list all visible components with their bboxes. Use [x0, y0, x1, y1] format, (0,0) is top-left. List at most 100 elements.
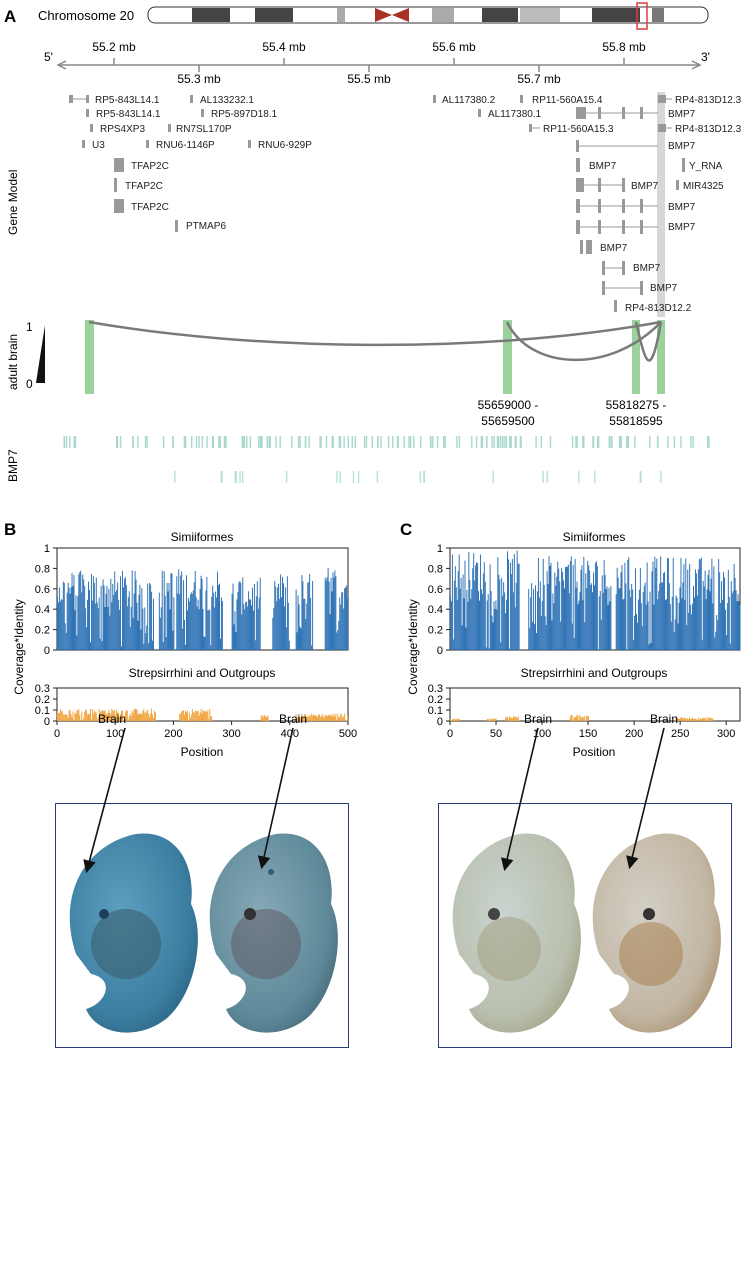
gene-label: U3	[92, 140, 105, 151]
bar	[547, 571, 548, 650]
bar	[58, 602, 59, 650]
bar	[467, 602, 468, 650]
bar	[483, 574, 484, 650]
x-tick-label: 200	[164, 728, 182, 740]
bar	[494, 609, 495, 650]
track-tick	[64, 436, 65, 448]
chromosome-label: Chromosome 20	[38, 8, 134, 23]
bar	[89, 590, 90, 650]
track-tick	[117, 436, 118, 448]
bar	[208, 610, 209, 650]
bar	[235, 611, 236, 650]
bar	[192, 709, 193, 721]
bar	[183, 710, 184, 721]
bar	[330, 716, 331, 721]
bar	[177, 593, 178, 650]
bar	[579, 592, 580, 650]
bar	[594, 585, 595, 650]
bar	[61, 711, 62, 721]
bar	[113, 595, 114, 650]
bar	[675, 619, 676, 650]
bar	[134, 594, 135, 650]
bar	[489, 648, 490, 650]
panel-b-ylabel: Coverage*Identity	[12, 599, 26, 694]
bar	[452, 555, 453, 650]
bar	[647, 562, 648, 650]
bar	[505, 613, 506, 650]
bar	[336, 633, 337, 650]
bar	[190, 595, 191, 650]
bar	[664, 572, 665, 650]
bar	[678, 623, 679, 650]
bar	[343, 716, 344, 721]
bar	[726, 635, 727, 650]
bar	[652, 561, 653, 650]
bar	[173, 597, 174, 650]
bar	[668, 558, 669, 650]
bar	[331, 716, 332, 721]
track-tick	[707, 436, 708, 448]
bar	[338, 717, 339, 721]
bar	[212, 586, 213, 650]
bar	[203, 711, 204, 721]
bar	[125, 577, 126, 650]
bar	[218, 585, 219, 650]
bar	[568, 565, 569, 650]
bar	[137, 710, 138, 721]
bar	[465, 561, 466, 650]
bar	[458, 571, 459, 650]
bar	[342, 717, 343, 721]
bar	[107, 607, 108, 650]
bar	[262, 715, 263, 721]
bar	[129, 591, 130, 650]
bar	[684, 717, 685, 721]
bar	[289, 641, 290, 650]
bar	[584, 622, 585, 650]
bar	[326, 715, 327, 721]
tick-55-3: 55.3 mb	[177, 72, 221, 86]
track-tick	[493, 471, 494, 483]
track-tick	[305, 436, 306, 448]
y-tick-label: 0.1	[35, 705, 50, 717]
bar	[62, 600, 63, 650]
bar	[708, 575, 709, 650]
bar	[59, 713, 60, 721]
bar	[152, 715, 153, 722]
track-tick	[225, 436, 226, 448]
bar	[96, 578, 97, 650]
y-tick-label: 0.8	[428, 563, 443, 575]
track-tick	[291, 436, 292, 448]
bar	[327, 577, 328, 650]
bar	[454, 719, 455, 721]
bar	[632, 590, 633, 650]
track-tick	[75, 436, 76, 448]
bar	[323, 717, 324, 721]
bar	[279, 599, 280, 650]
track-tick	[408, 436, 409, 448]
bar	[572, 715, 573, 721]
bar	[730, 643, 731, 650]
bar	[234, 624, 235, 650]
y-tick-label: 0.2	[428, 694, 443, 706]
bar	[78, 574, 79, 650]
bar	[601, 620, 602, 650]
y-tick-label: 1	[44, 543, 50, 555]
bar	[63, 714, 64, 721]
track-tick	[680, 436, 681, 448]
bar	[75, 714, 76, 721]
gene-label: Y_RNA	[689, 161, 723, 172]
chart-title: Strepsirrhini and Outgroups	[129, 666, 276, 680]
bar	[92, 601, 93, 650]
track-tick	[482, 436, 483, 448]
bar	[265, 716, 266, 721]
bar	[712, 718, 713, 721]
bar	[583, 557, 584, 650]
region1-end: 55659500	[481, 414, 535, 428]
gene-label: AL133232.1	[200, 95, 254, 106]
track-tick	[511, 436, 512, 448]
bar	[236, 599, 237, 650]
bar	[241, 614, 242, 650]
bar	[208, 719, 209, 721]
track-tick	[269, 436, 270, 448]
bar	[72, 718, 73, 721]
